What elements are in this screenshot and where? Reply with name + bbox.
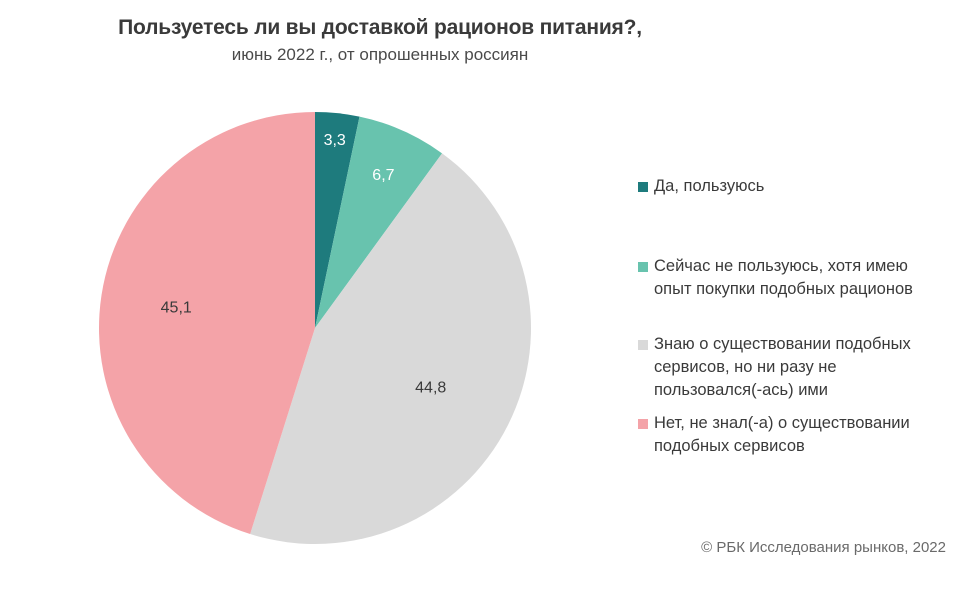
legend-label-line: сервисов, но ни разу не: [654, 358, 837, 376]
legend-label-line: пользовался(-ась) ими: [654, 381, 828, 399]
legend-item-aware-not-used: Знаю о существовании подобных сервисов, …: [638, 333, 958, 402]
legend-label: Нет, не знал(-а) о существовании подобны…: [654, 412, 954, 458]
legend-label-line: Нет, не знал(-а) о существовании: [654, 414, 910, 432]
pie-slice-aware-not-used: [250, 153, 532, 545]
pie-slice-not-aware: [98, 111, 316, 535]
chart-subtitle: июнь 2022 г., от опрошенных россиян: [231, 45, 529, 64]
data-label-not-aware: 45,1: [161, 300, 192, 317]
pie-slice-used-before: [315, 116, 443, 328]
legend-label-line: Сейчас не пользуюсь, хотя имею: [654, 257, 908, 275]
legend-swatch-icon: [638, 262, 648, 272]
legend-label-line: Знаю о существовании подобных: [654, 335, 911, 353]
pie-slice-yes: [315, 112, 360, 328]
legend-label: Да, пользуюсь: [654, 175, 954, 198]
data-label-aware-not-used: 44,8: [415, 379, 446, 396]
legend-item-yes: Да, пользуюсь: [638, 175, 958, 198]
legend-swatch-icon: [638, 419, 648, 429]
data-label-yes: 3,3: [324, 132, 346, 149]
legend-swatch-icon: [638, 340, 648, 350]
legend-swatch-icon: [638, 182, 648, 192]
chart-title: Пользуетесь ли вы доставкой рационов пит…: [118, 16, 642, 39]
legend-item-not-aware: Нет, не знал(-а) о существовании подобны…: [638, 412, 958, 458]
legend-item-used-before: Сейчас не пользуюсь, хотя имею опыт поку…: [638, 255, 958, 301]
legend-label-line: опыт покупки подобных рационов: [654, 280, 913, 298]
data-label-used-before: 6,7: [372, 167, 394, 184]
legend-label-line: подобных сервисов: [654, 437, 805, 455]
legend-label-line: Да, пользуюсь: [654, 177, 765, 195]
legend-label: Сейчас не пользуюсь, хотя имею опыт поку…: [654, 255, 954, 301]
source-credit: © РБК Исследования рынков, 2022: [701, 539, 946, 556]
legend-label: Знаю о существовании подобных сервисов, …: [654, 333, 954, 402]
